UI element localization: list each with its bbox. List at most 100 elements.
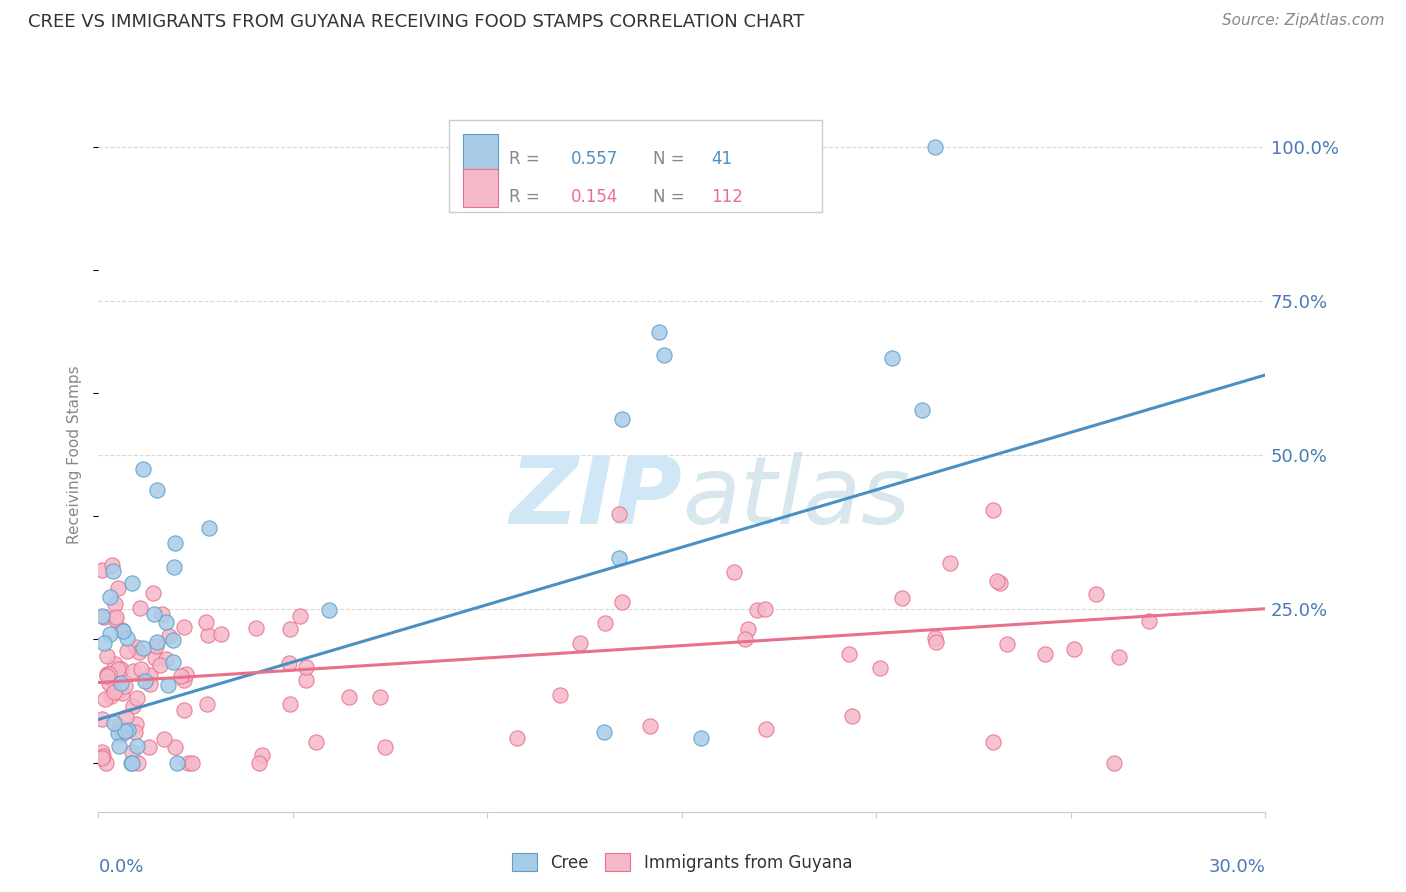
Point <box>986 574 1008 589</box>
Point <box>1063 642 1085 657</box>
Point <box>754 722 776 736</box>
Point <box>129 662 152 676</box>
Point <box>103 597 125 611</box>
Point <box>610 411 633 425</box>
Point <box>98 675 121 690</box>
Point <box>93 610 115 624</box>
Point <box>737 622 759 636</box>
Point <box>374 739 396 754</box>
FancyBboxPatch shape <box>449 120 823 212</box>
Point <box>108 719 131 733</box>
Point <box>288 608 311 623</box>
Point <box>295 660 318 674</box>
Point <box>891 591 914 605</box>
Point <box>120 756 142 770</box>
Point <box>156 678 179 692</box>
Point <box>125 640 148 655</box>
Point <box>145 634 167 648</box>
Point <box>93 636 115 650</box>
Point <box>104 610 127 624</box>
Point <box>121 756 143 770</box>
Point <box>128 645 150 659</box>
Text: ▪: ▪ <box>465 145 486 173</box>
Point <box>111 624 134 638</box>
Text: 41: 41 <box>711 150 733 168</box>
Legend: Cree, Immigrants from Guyana: Cree, Immigrants from Guyana <box>505 847 859 879</box>
Point <box>652 348 675 362</box>
Point <box>305 735 328 749</box>
Text: 112: 112 <box>711 187 742 205</box>
Point <box>194 615 217 629</box>
Point <box>155 615 177 630</box>
Point <box>104 657 127 671</box>
Point <box>173 620 195 634</box>
Point <box>145 651 167 665</box>
Point <box>98 627 121 641</box>
Point <box>98 591 121 605</box>
Point <box>648 325 671 339</box>
Point <box>117 723 139 737</box>
Text: atlas: atlas <box>682 452 910 543</box>
Point <box>108 683 131 698</box>
Point <box>162 633 184 648</box>
Y-axis label: Receiving Food Stamps: Receiving Food Stamps <box>67 366 83 544</box>
Point <box>595 616 617 631</box>
Point <box>138 667 160 681</box>
Point <box>91 609 114 624</box>
Point <box>98 666 121 681</box>
Point <box>110 676 132 690</box>
Point <box>152 731 174 746</box>
Point <box>121 698 143 713</box>
FancyBboxPatch shape <box>463 169 498 207</box>
Point <box>983 735 1005 749</box>
Point <box>723 565 745 579</box>
Point <box>163 536 186 550</box>
Point <box>1085 587 1108 601</box>
Point <box>734 632 756 646</box>
Point <box>127 756 149 770</box>
Point <box>100 690 122 704</box>
Point <box>142 607 165 621</box>
Point <box>162 655 184 669</box>
Text: 30.0%: 30.0% <box>1209 858 1265 876</box>
Point <box>924 140 946 154</box>
Point <box>638 719 661 733</box>
Point <box>103 716 125 731</box>
Point <box>125 739 148 754</box>
Point <box>170 669 193 683</box>
Point <box>111 727 134 741</box>
Point <box>910 402 932 417</box>
Point <box>104 612 127 626</box>
Text: N =: N = <box>652 150 689 168</box>
Point <box>607 550 630 565</box>
Point <box>96 669 118 683</box>
Point <box>280 622 302 636</box>
Point <box>108 675 131 690</box>
Text: Source: ZipAtlas.com: Source: ZipAtlas.com <box>1222 13 1385 29</box>
Point <box>1035 647 1057 661</box>
Point <box>94 756 117 770</box>
Point <box>939 556 962 570</box>
Point <box>96 667 118 681</box>
Point <box>838 647 860 661</box>
FancyBboxPatch shape <box>463 134 498 171</box>
Point <box>138 677 160 691</box>
Point <box>101 558 124 573</box>
Point <box>174 666 197 681</box>
Point <box>166 756 188 770</box>
Point <box>924 631 946 645</box>
Point <box>995 637 1018 651</box>
Point <box>548 688 571 702</box>
Point <box>107 739 129 753</box>
Point <box>1108 649 1130 664</box>
Point <box>278 697 301 711</box>
Point <box>91 563 114 577</box>
Point <box>91 751 114 765</box>
Point <box>114 680 136 694</box>
Point <box>690 731 713 745</box>
Point <box>91 748 114 763</box>
Text: 0.154: 0.154 <box>571 187 619 205</box>
Point <box>131 640 153 655</box>
Point <box>198 521 221 535</box>
Text: R =: R = <box>509 187 546 205</box>
